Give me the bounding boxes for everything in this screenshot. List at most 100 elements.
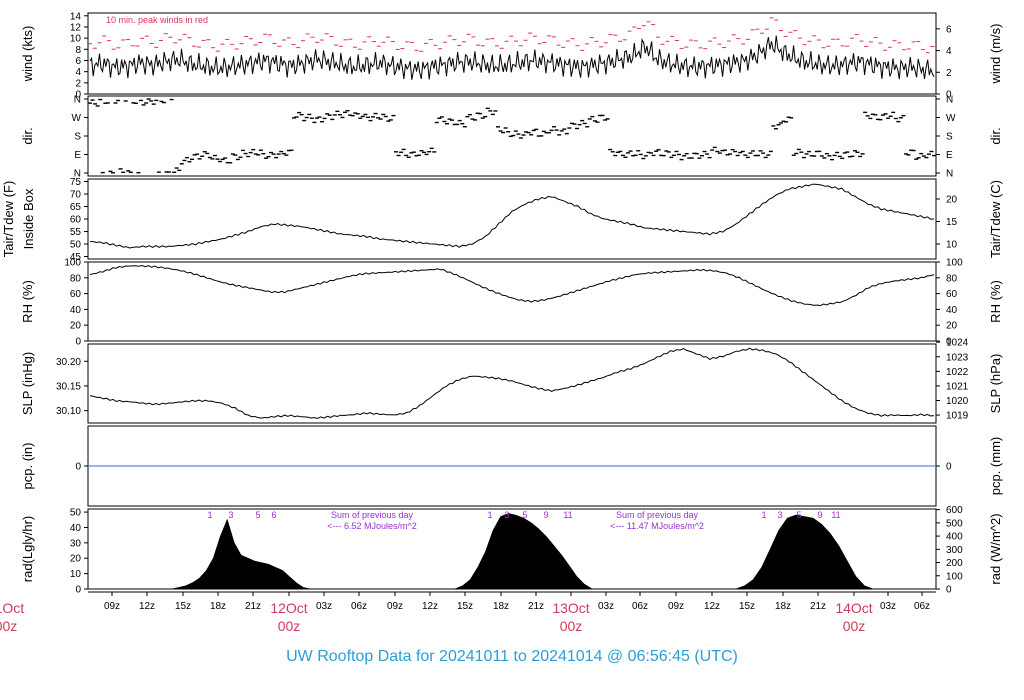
- x-tick-label: 06z: [632, 601, 648, 612]
- x-tick-label: 09z: [668, 601, 684, 612]
- pcp-ylabel-left: pcp. (in): [20, 443, 35, 490]
- day-label-date: 11Oct: [0, 600, 24, 616]
- x-tick-label: 12z: [422, 601, 438, 612]
- rad-ylabel-left: rad(Lgly/hr): [20, 516, 35, 582]
- dir-ytick-label-right: E: [946, 150, 953, 161]
- rh-ytick-label-right: 20: [946, 321, 958, 332]
- wind-annotation: 10 min. peak winds in red: [106, 15, 208, 25]
- rh-ytick-label-left: 20: [70, 321, 82, 332]
- rh-ytick-label-left: 40: [70, 305, 82, 316]
- slp-ytick-label-right: 1020: [946, 396, 969, 407]
- day-label-time: 00z: [278, 618, 301, 634]
- temp-panel: Tair/Tdew (F) Inside Box Tair/Tdew (C) 4550…: [1, 177, 1003, 263]
- rh-ytick-label-left: 60: [70, 289, 82, 300]
- x-tick-label: 15z: [175, 601, 191, 612]
- rh-ytick-label-right: 80: [946, 273, 958, 284]
- rad-hour-marker-2: 11: [563, 510, 572, 520]
- x-tick-label: 09z: [387, 601, 403, 612]
- rh-panel: RH (%) RH (%) 0 20 40 60 80 100 0 20 40 60 80 100: [20, 258, 1003, 348]
- rad-ytick-label-right: 0: [946, 585, 952, 596]
- rad-hour-marker-2: 9: [543, 510, 548, 520]
- temp-ytick-label-right: 10: [946, 240, 958, 251]
- slp-panel: SLP (inHg) SLP (hPa) 30.10 30.15 30.20 1019 10…: [20, 338, 1003, 424]
- temp-ytick-label-left: 50: [70, 240, 82, 251]
- dir-ylabel-right: dir.: [988, 127, 1003, 144]
- temp-ylabel-right: Tair/Tdew (C): [988, 180, 1003, 258]
- dir-ytick-label-left: W: [72, 113, 82, 124]
- rad-ytick-label-left: 20: [70, 554, 82, 565]
- dir-ylabel-left: dir.: [20, 127, 35, 144]
- wind-ytick-label-left: 8: [75, 45, 81, 56]
- temp-ytick-label-left: 75: [70, 177, 82, 188]
- rh-ylabel-left: RH (%): [20, 280, 35, 323]
- temp-ytick-label-left: 65: [70, 202, 82, 213]
- rad-sum-note-line1: Sum of previous day: [616, 510, 699, 520]
- rad-day3-area: [735, 514, 874, 590]
- temp-frame: [87, 178, 937, 260]
- rad-hour-marker-1: 6: [271, 510, 276, 520]
- x-tick-label: 18z: [775, 601, 791, 612]
- dir-ytick-label-right: N: [946, 95, 953, 106]
- x-tick-label: 12z: [139, 601, 155, 612]
- rad-hour-marker-3: 11: [831, 510, 840, 520]
- wind-ytick-label-left: 12: [70, 22, 82, 33]
- rad-ytick-label-left: 0: [75, 585, 81, 596]
- rh-ytick-label-left: 0: [75, 337, 81, 348]
- x-tick-label: 18z: [210, 601, 226, 612]
- dir-ytick-label-left: N: [74, 169, 81, 180]
- rad-hour-marker-2: 3: [504, 510, 509, 520]
- rad-hour-marker-1: 1: [207, 510, 212, 520]
- wind-ytick-label-left: 4: [75, 67, 81, 78]
- slp-ytick-label-left: 30.15: [56, 381, 81, 392]
- temp-ytick-label-left: 45: [70, 252, 82, 263]
- rad-hour-marker-3: 9: [817, 510, 822, 520]
- rad-ytick-label-right: 500: [946, 518, 963, 529]
- rad-hour-marker-2: 5: [522, 510, 527, 520]
- rad-ytick-label-right: 200: [946, 558, 963, 569]
- x-tick-label: 06z: [351, 601, 367, 612]
- dir-ytick-label-right: S: [946, 132, 953, 143]
- wind-ytick-label-left: 0: [75, 90, 81, 101]
- pcp-ytick-label-left: 0: [75, 462, 81, 473]
- wind-ytick-label-left: 6: [75, 56, 81, 67]
- footer-title: UW Rooftop Data for 20241011 to 20241014…: [286, 648, 738, 665]
- rad-ylabel-right: rad (W/m^2): [988, 513, 1003, 584]
- day-label-date: 12Oct: [270, 600, 307, 616]
- temp-ytick-label-left: 55: [70, 227, 82, 238]
- dir-ytick-label-left: N: [74, 95, 81, 106]
- slp-frame: [87, 343, 937, 424]
- rad-ytick-label-left: 50: [70, 508, 82, 519]
- dir-ytick-label-left: E: [74, 150, 81, 161]
- x-tick-label: 21z: [810, 601, 826, 612]
- day-label-date: 14Oct: [835, 600, 872, 616]
- slp-ytick-label-right: 1019: [946, 411, 969, 422]
- dir-ytick-label-left: S: [74, 132, 81, 143]
- x-axis: 09z 12z 15z 18z 21z 03z 06z 09z 12z 15z 18z 21z 03z 0…: [0, 591, 936, 634]
- x-tick-label: 21z: [245, 601, 261, 612]
- x-tick-label: 18z: [493, 601, 509, 612]
- day-label-time: 00z: [560, 618, 583, 634]
- day-label-time: 00z: [843, 618, 866, 634]
- slp-ytick-label-right: 1023: [946, 352, 969, 363]
- slp-ytick-label-right: 1021: [946, 381, 969, 392]
- wind-ytick-label-left: 10: [70, 34, 82, 45]
- rad-sum-note-line1: Sum of previous day: [331, 510, 414, 520]
- temp-ytick-label-right: 15: [946, 217, 958, 228]
- rad-hour-marker-3: 5: [796, 510, 801, 520]
- temp-ytick-label-left: 60: [70, 215, 82, 226]
- wind-ytick-label-left: 2: [75, 78, 81, 89]
- slp-ylabel-left: SLP (inHg): [20, 352, 35, 415]
- dir-ytick-label-right: N: [946, 169, 953, 180]
- temp-series-line: [89, 183, 935, 249]
- rad-hour-marker-3: 1: [761, 510, 766, 520]
- rad-sum-note-line2: <--- 11.47 MJoules/m^2: [610, 521, 704, 531]
- x-tick-label: 15z: [739, 601, 755, 612]
- rad-hour-marker-2: 1: [487, 510, 492, 520]
- slp-series-line: [89, 347, 935, 419]
- rad-hour-marker-1: 3: [228, 510, 233, 520]
- x-tick-label: 09z: [104, 601, 120, 612]
- wind-series-line: [89, 35, 935, 80]
